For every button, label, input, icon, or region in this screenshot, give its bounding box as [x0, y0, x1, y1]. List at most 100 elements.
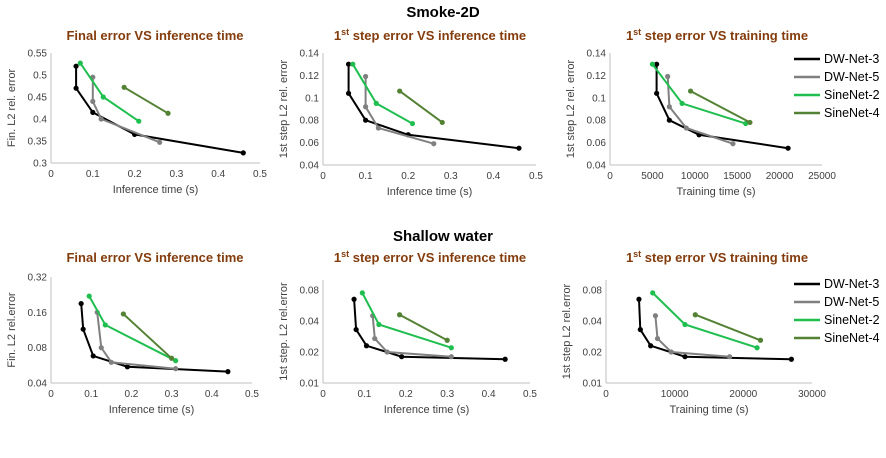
data-point-dw-net-3: [654, 90, 660, 96]
data-point-dw-net-3: [636, 296, 642, 302]
y-axis-label: 1st step L2 rel.error: [561, 283, 573, 379]
y-tick-label: 0.14: [300, 49, 320, 60]
data-point-dw-net-3: [345, 90, 352, 96]
x-tick-label: 0.2: [401, 171, 415, 182]
data-point-sinenet-2: [682, 321, 688, 328]
legend-smoke: DW-Net-3 DW-Net-5 SineNet-2 SineNet-4: [794, 52, 880, 120]
y-axis-label: 1st step. L2 rel.error: [278, 282, 290, 381]
series-line-sinenet-2: [79, 62, 140, 123]
data-point-dw-net-5: [363, 104, 369, 110]
y-tick-label: 0.45: [28, 93, 48, 104]
data-point-dw-net-5: [384, 349, 390, 355]
y-tick-label: 0.08: [583, 285, 603, 296]
x-tick-label: 0.3: [165, 389, 179, 400]
data-point-dw-net-3: [240, 150, 246, 156]
chart-panel-3: 1st step error VS training time 0 5000 1000…: [565, 27, 836, 198]
legend-label-dw3: DW-Net-3: [824, 277, 879, 291]
x-tick-label: 0.4: [486, 171, 500, 182]
x-tick-label: 0.1: [84, 389, 98, 400]
data-point-dw-net-5: [372, 335, 378, 342]
chart-panel-4: Final error VS inference time 0 0.1 0.2 0.3 0…: [6, 250, 259, 416]
chart-title: 1st step error VS inference time: [334, 27, 526, 43]
y-tick-label: 0.04: [587, 161, 607, 172]
chart-title: Final error VS inference time: [66, 28, 243, 43]
data-point-dw-net-3: [353, 326, 359, 333]
x-axis-label: Training time (s): [669, 404, 748, 416]
data-point-dw-net-5: [90, 98, 96, 104]
data-point-sinenet-2: [409, 120, 416, 127]
chart-title: 1st step error VS training time: [626, 249, 808, 265]
data-point-dw-net-3: [78, 300, 84, 307]
series-line-dw-net-3: [347, 64, 520, 150]
data-point-sinenet-4: [165, 110, 171, 116]
y-tick-label: 0.12: [300, 71, 320, 82]
data-point-sinenet-4: [747, 119, 753, 126]
data-point-dw-net-3: [225, 369, 231, 375]
series-line-dw-net-5: [91, 77, 161, 144]
data-point-sinenet-2: [373, 100, 379, 106]
data-point-sinenet-2: [376, 321, 382, 328]
section-title-shallow-water: Shallow water: [393, 228, 493, 245]
y-axis-label: 1st step L2 rel. error: [278, 59, 290, 158]
data-point-sinenet-4: [692, 312, 698, 318]
y-tick-label: 0.01: [300, 379, 320, 390]
y-tick-label: 0.3: [33, 159, 47, 170]
legend-label-sine2: SineNet-2: [824, 88, 880, 102]
data-point-dw-net-3: [363, 117, 369, 123]
data-point-dw-net-3: [648, 343, 654, 349]
data-point-dw-net-3: [73, 85, 79, 91]
series-line-dw-net-5: [371, 315, 452, 358]
y-tick-label: 0.14: [587, 49, 607, 60]
data-point-sinenet-2: [173, 358, 179, 364]
x-tick-label: 0.1: [357, 389, 371, 400]
y-tick-label: 0.4: [33, 115, 47, 126]
legend-label-dw5: DW-Net-5: [824, 295, 879, 309]
data-point-sinenet-2: [359, 290, 365, 296]
data-point-dw-net-5: [98, 116, 104, 122]
series-line-sinenet-4: [122, 313, 173, 360]
data-point-dw-net-3: [80, 326, 86, 332]
x-tick-label: 15000: [723, 171, 751, 182]
x-tick-label: 20000: [766, 171, 794, 182]
series-line-sinenet-2: [652, 292, 758, 349]
legend-shallow-water: DW-Net-3 DW-Net-5 SineNet-2 SineNet-4: [794, 277, 880, 345]
data-point-sinenet-4: [757, 337, 764, 343]
data-point-dw-net-3: [124, 364, 130, 370]
y-tick-label: 0.35: [28, 137, 48, 148]
series-line-sinenet-4: [399, 313, 448, 342]
x-tick-label: 0.3: [440, 389, 454, 400]
data-point-dw-net-3: [788, 356, 795, 362]
y-tick-label: 0.32: [28, 273, 48, 284]
x-tick-label: 0: [607, 171, 613, 182]
data-point-dw-net-3: [345, 61, 352, 67]
y-tick-label: 0.08: [587, 116, 607, 127]
series-line-dw-net-3: [353, 299, 506, 361]
x-tick-label: 0: [320, 171, 326, 182]
series-line-dw-net-3: [655, 64, 789, 150]
data-point-sinenet-2: [649, 61, 656, 67]
data-point-dw-net-3: [516, 145, 522, 151]
data-point-sinenet-4: [169, 355, 175, 361]
series-line-sinenet-4: [690, 90, 751, 124]
y-tick-label: 0.55: [28, 49, 48, 60]
data-point-dw-net-5: [173, 366, 179, 372]
data-point-sinenet-4: [396, 312, 403, 318]
y-tick-label: 0.04: [300, 161, 320, 172]
x-tick-label: 20000: [729, 389, 757, 400]
series-line-dw-net-5: [654, 315, 730, 358]
data-point-sinenet-2: [650, 290, 656, 296]
x-tick-label: 0.5: [253, 169, 267, 180]
x-tick-label: 0: [320, 389, 326, 400]
series-line-dw-net-3: [80, 303, 228, 373]
x-tick-label: 0.2: [399, 389, 413, 400]
data-point-dw-net-3: [399, 354, 405, 360]
data-point-sinenet-2: [102, 322, 108, 328]
series-line-dw-net-5: [666, 76, 734, 145]
x-tick-label: 0.1: [86, 169, 100, 180]
y-axis-label: Fin. L2 rel. error: [6, 69, 18, 148]
data-point-sinenet-4: [439, 119, 445, 126]
data-point-dw-net-5: [665, 73, 671, 80]
series-line-sinenet-4: [694, 313, 761, 342]
x-tick-label: 0.1: [359, 171, 373, 182]
data-point-sinenet-4: [444, 337, 450, 343]
